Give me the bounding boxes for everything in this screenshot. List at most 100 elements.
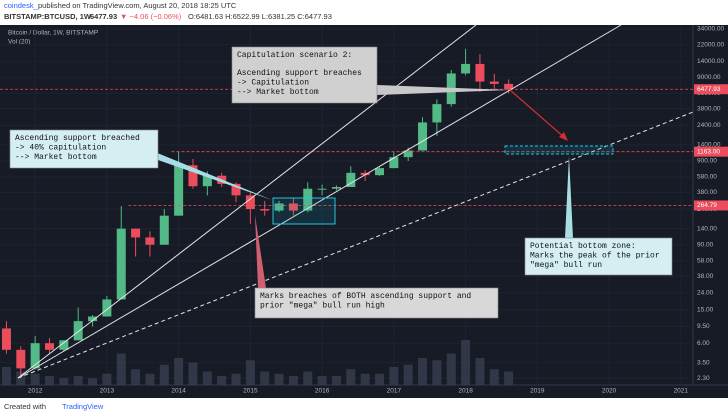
candle-body xyxy=(202,175,212,187)
callout-text: --> Market bottom xyxy=(15,153,97,162)
y-tick-label: 90.00 xyxy=(697,241,714,248)
price-label-bg xyxy=(694,200,728,211)
x-tick-label: 2014 xyxy=(171,388,186,395)
volume-bar xyxy=(1,367,11,385)
volume-bar xyxy=(245,360,255,385)
callout-text: -> 40% capitulation xyxy=(15,144,106,153)
volume-bar xyxy=(346,369,356,385)
volume-bar xyxy=(446,353,456,385)
ohlc: O:6481.63 H:6522.99 L:6381.25 C:6477.93 xyxy=(188,12,332,21)
volume-bar xyxy=(231,373,241,385)
trendline xyxy=(17,24,622,379)
x-tick-label: 2021 xyxy=(674,388,689,395)
price-label-bg xyxy=(694,84,728,95)
volume-bar xyxy=(116,353,126,385)
candle-body xyxy=(30,343,40,369)
volume-bar xyxy=(102,373,112,385)
y-tick-label: 6.00 xyxy=(697,340,710,347)
footer-text: Created with xyxy=(4,402,46,411)
published: published on TradingView.com, August 20,… xyxy=(38,1,237,10)
candle-body xyxy=(159,215,169,245)
callout-text: prior "mega" bull run high xyxy=(260,302,385,311)
y-tick-label: 34000.00 xyxy=(697,26,724,33)
volume-bar xyxy=(45,376,54,385)
candle-body xyxy=(1,328,11,350)
volume-bar xyxy=(418,358,428,385)
volume-bar xyxy=(188,362,198,385)
callout-text: Ascending support breaches xyxy=(237,69,362,78)
header-bg xyxy=(0,0,728,25)
x-tick-label: 2013 xyxy=(100,388,115,395)
candle-body xyxy=(418,122,428,151)
zone-box xyxy=(504,145,614,155)
candle-body xyxy=(73,321,83,341)
callout-text: --> Market bottom xyxy=(237,88,319,97)
candle-body xyxy=(360,172,370,176)
callout-pointer xyxy=(565,156,573,238)
candle-body xyxy=(116,228,126,300)
price-label: 264.79 xyxy=(697,202,717,209)
y-tick-label: 1400.00 xyxy=(697,142,721,149)
volume-bar xyxy=(217,376,227,385)
annotations: Capitulation scenario 2: Ascending suppor… xyxy=(9,46,673,319)
volume-bar xyxy=(461,340,471,385)
candle-body xyxy=(260,209,270,211)
candle-body xyxy=(188,165,198,187)
volume-bar xyxy=(131,369,141,385)
x-tick-label: 2019 xyxy=(530,388,545,395)
x-tick-label: 2012 xyxy=(28,388,43,395)
volume-bar xyxy=(389,367,399,385)
symbol: BITSTAMP:BTCUSD, 1W xyxy=(4,12,92,21)
volume-bar xyxy=(288,376,298,385)
callout-text: "mega" bull run xyxy=(530,261,602,270)
callout-box xyxy=(9,129,159,169)
y-tick-label: 3.50 xyxy=(697,360,710,367)
y-tick-label: 140.00 xyxy=(697,225,717,232)
candle-body xyxy=(131,228,141,238)
volume-bar xyxy=(73,376,83,385)
volume-bar xyxy=(88,378,98,385)
y-tick-label: 900.00 xyxy=(697,158,717,165)
price-label: 1163.00 xyxy=(697,148,720,155)
candle-body xyxy=(16,349,26,369)
volume-bar xyxy=(303,371,313,385)
volume-bar xyxy=(489,369,499,385)
callout-box xyxy=(254,287,499,319)
volume-bar xyxy=(360,373,370,385)
candle-body xyxy=(303,188,313,211)
publisher[interactable]: coindesk_ xyxy=(4,1,39,10)
arrow xyxy=(509,89,566,139)
volume-bar xyxy=(375,373,384,385)
volume-bar xyxy=(403,364,413,385)
y-tick-label: 14000.00 xyxy=(697,58,724,65)
footer-brand[interactable]: TradingView xyxy=(62,402,104,411)
volume-title: Vol (20) xyxy=(8,39,30,46)
callout-pointer xyxy=(150,150,272,200)
volume-bar xyxy=(202,371,212,385)
x-tick-label: 2017 xyxy=(387,388,402,395)
callout-text: -> Capitulation xyxy=(237,79,309,88)
candle-body xyxy=(231,183,241,196)
zone-box xyxy=(272,197,336,225)
price-label: 6477.93 xyxy=(697,86,721,93)
callout-text: Marks the peak of the prior xyxy=(530,252,660,261)
x-tick-label: 2016 xyxy=(315,388,330,395)
candle-body xyxy=(475,63,485,82)
volume-bar xyxy=(59,378,69,385)
footer-bg xyxy=(0,398,728,415)
candle-body xyxy=(403,150,413,158)
candle-body xyxy=(346,172,356,188)
price-label-bg xyxy=(694,146,728,157)
change: ▼ −4.06 (−0.06%) xyxy=(120,12,182,21)
volume-bar xyxy=(30,373,40,385)
candle-body xyxy=(504,83,514,90)
candle-body xyxy=(389,157,399,169)
candle-body xyxy=(145,237,155,245)
candle-body xyxy=(461,63,471,74)
arrow-head xyxy=(559,132,568,141)
callout-title: Capitulation scenario 2: xyxy=(237,51,352,60)
candle-body xyxy=(59,340,69,350)
candle-body xyxy=(375,168,384,176)
callout-text: Ascending support breached xyxy=(15,134,140,143)
